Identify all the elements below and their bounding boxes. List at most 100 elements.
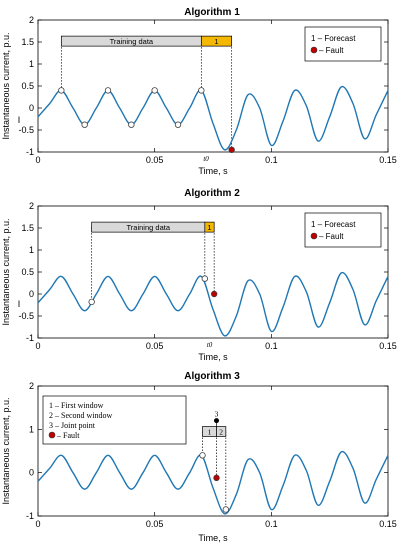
- sample-marker: [199, 452, 206, 459]
- markers: [199, 418, 230, 513]
- markers: [58, 87, 235, 153]
- chart-algorithm-1: Algorithm 1 -1 -0.5 0 0.5 1 1.5 2 0 0.05 0.1 0.15…: [1, 7, 397, 176]
- t0-label: t0: [203, 155, 209, 163]
- t0-label: t0: [207, 341, 213, 349]
- legend: 1 – Forecast – Fault: [304, 212, 382, 248]
- x-tick-label: 0: [35, 155, 40, 165]
- window-bars: Training data 1: [60, 35, 233, 47]
- series-line: [37, 271, 389, 337]
- x-tick-label: 0.15: [379, 519, 397, 529]
- x-tick-label: 0.1: [265, 341, 278, 351]
- sample-marker: [222, 506, 230, 513]
- y-tick-label: 1.5: [21, 223, 34, 233]
- x-ticks: 0 0.05 0.1 0.15: [35, 386, 397, 529]
- legend-item: 1 – Forecast: [311, 220, 356, 229]
- y-tick-label: 0: [29, 103, 34, 113]
- x-tick-label: 0.05: [146, 341, 164, 351]
- fault-marker: [228, 146, 235, 153]
- sample-marker: [201, 275, 209, 282]
- sample-marker: [174, 121, 182, 128]
- y-tick-label: 1.5: [21, 37, 34, 47]
- y-ticks: -1 -0.5 0 0.5 1 1.5 2: [18, 15, 388, 157]
- fault-legend-icon: [310, 46, 318, 54]
- y-tick-label: 1: [29, 424, 34, 434]
- legend-item: 3 – Joint point: [49, 421, 96, 430]
- y-tick-label: 2: [29, 381, 34, 391]
- x-tick-label: 0.15: [379, 155, 397, 165]
- legend-item: 1 – Forecast: [311, 34, 356, 43]
- y-tick-label: 1: [29, 59, 34, 69]
- joint-point-label: 3: [215, 410, 219, 419]
- window-bar-label: Training data: [110, 37, 154, 46]
- x-tick-label: 0: [35, 519, 40, 529]
- window-bar-label: 2: [219, 427, 223, 436]
- legend-box: [304, 212, 382, 248]
- y-axis-label: Instantaneous current, p.u.: [1, 397, 11, 504]
- fault-legend-icon: [310, 232, 318, 240]
- y-tick-label: 2: [29, 15, 34, 25]
- legend-item: – Fault: [319, 46, 344, 55]
- fault-marker: [213, 474, 220, 482]
- legend-item: – Fault: [56, 431, 80, 440]
- fault-marker: [210, 290, 218, 298]
- chart-title: Algorithm 3: [184, 371, 240, 382]
- vertical-guides: [60, 41, 233, 150]
- y-tick-label: -1: [26, 511, 34, 521]
- sample-marker: [128, 121, 135, 128]
- legend-item: 2 – Second window: [49, 411, 113, 420]
- y-axis-label: Instantaneous current, p.u.: [1, 32, 11, 139]
- x-tick-label: 0: [35, 341, 40, 351]
- y-tick-label: -1: [26, 147, 34, 157]
- window-bar: [204, 221, 215, 233]
- legend-box: [42, 395, 187, 445]
- joint-point-marker: [214, 418, 219, 424]
- x-tick-label: 0.05: [146, 519, 164, 529]
- window-bar-label: 1: [208, 427, 212, 436]
- y-tick-label: 0.5: [21, 267, 34, 277]
- sample-marker: [198, 87, 205, 94]
- y-tick-label: 0: [29, 289, 34, 299]
- window-bar: [216, 426, 227, 437]
- x-tick-label: 0.1: [265, 155, 278, 165]
- y-tick-label: 0.5: [21, 81, 34, 91]
- legend: 1 – Forecast – Fault: [304, 26, 382, 62]
- y-tick-label: -0.5: [18, 125, 34, 135]
- sample-marker: [151, 87, 158, 94]
- markers: [88, 275, 218, 306]
- vertical-guides: [202, 431, 227, 510]
- y-axis-label: Instantaneous current, p.u.: [1, 218, 11, 325]
- sample-marker: [81, 121, 88, 128]
- sample-marker: [104, 87, 112, 94]
- y-tick-label: 0: [29, 468, 34, 478]
- sample-marker: [58, 87, 65, 94]
- y-ticks: -1 -0.5 0 0.5 1 1.5 2: [18, 201, 388, 343]
- series-line: [37, 450, 389, 515]
- x-axis-label: Time, s: [198, 533, 228, 543]
- window-bar-label: Training data: [127, 223, 171, 232]
- y-tick-label: 1: [29, 245, 34, 255]
- x-tick-label: 0.05: [146, 155, 164, 165]
- x-tick-label: 0.15: [379, 341, 397, 351]
- chart-algorithm-2: Algorithm 2 -1 -0.5 0 0.5 1 1.5 2 0 0.05 0.1 0.15…: [1, 188, 397, 362]
- legend: 1 – First window 2 – Second window 3 – J…: [42, 395, 187, 445]
- window-bar-label: 1: [214, 37, 218, 46]
- vertical-guides: [91, 227, 215, 302]
- legend-item: 1 – First window: [49, 401, 104, 410]
- x-ticks: 0 0.05 0.1 0.15: [35, 20, 397, 165]
- sample-marker: [88, 298, 95, 306]
- fault-legend-icon: [48, 431, 56, 439]
- x-axis-label: Time, s: [198, 166, 228, 176]
- y-tick-label: -0.5: [18, 311, 34, 321]
- series-line: [37, 85, 389, 151]
- y-tick-label: -1: [26, 333, 34, 343]
- legend-item: – Fault: [319, 232, 344, 241]
- x-tick-label: 0.1: [265, 519, 278, 529]
- legend-box: [304, 26, 382, 62]
- plot-frame: [37, 385, 389, 517]
- window-bar: [200, 35, 233, 47]
- x-ticks: 0 0.05 0.1 0.15: [35, 206, 397, 351]
